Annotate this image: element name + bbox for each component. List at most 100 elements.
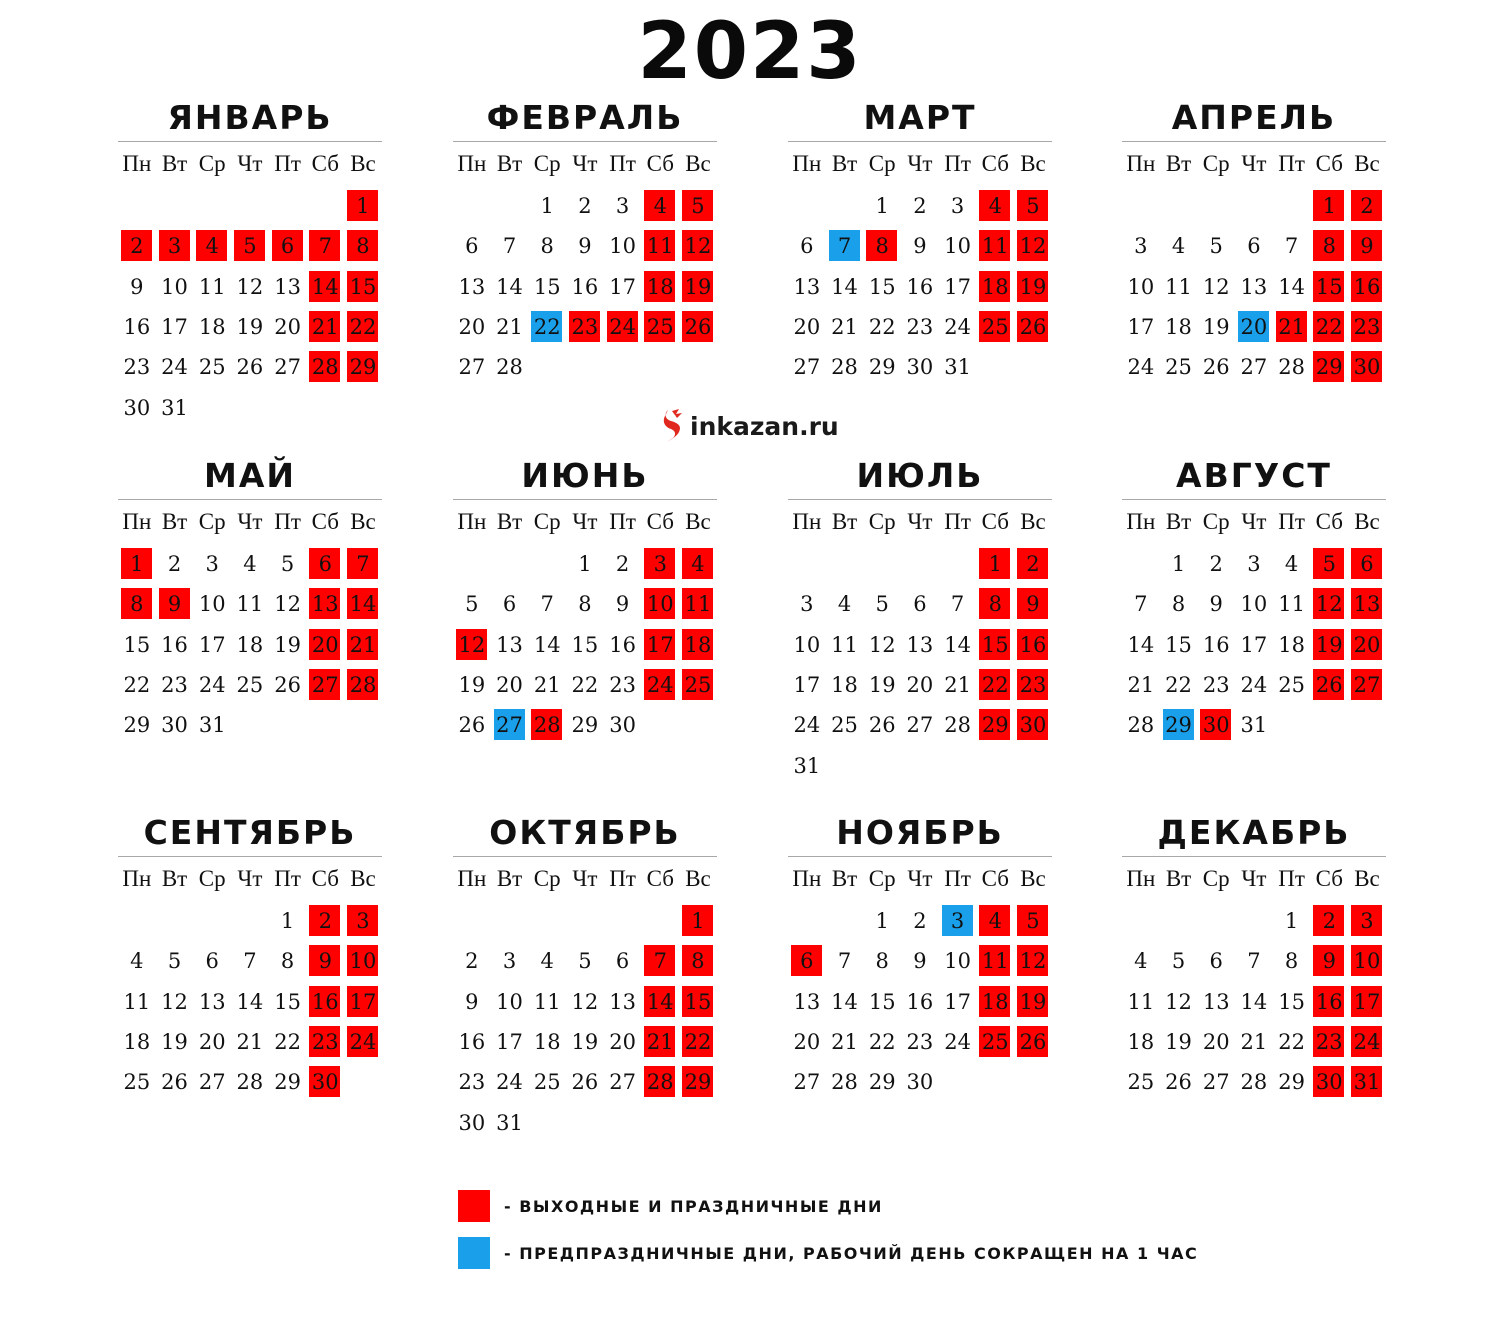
day-cell: 25	[123, 1070, 151, 1095]
day-cell: 21	[1127, 673, 1155, 698]
day-cell-holiday: 28	[344, 665, 382, 705]
weekday-label: Ср	[1202, 866, 1230, 891]
day-cell-holiday: 30	[306, 1062, 344, 1102]
day-cell-holiday: 11	[976, 941, 1014, 981]
day-cell: 16	[458, 1030, 486, 1055]
weekday-label: Вс	[685, 509, 711, 534]
days-grid: 1 2 3 4 5 6 7 8 9 10 11 12 13 14 15 16 17 18 19 20 21 22 23 24 2…	[788, 544, 1052, 786]
day-cell-preholiday: 20	[1235, 307, 1273, 347]
day-cell: 1	[1284, 909, 1299, 934]
day-cell: 1	[280, 909, 295, 934]
day-cell: 13	[458, 274, 486, 299]
weekday-label: Пт	[944, 866, 971, 891]
day-cell: 27	[793, 355, 821, 380]
day-cell-holiday: 5	[1014, 186, 1052, 226]
weekday-label: Чт	[907, 509, 933, 534]
day-cell: 20	[793, 1030, 821, 1055]
month-name: НОЯБРЬ	[836, 813, 1004, 852]
day-cell: 2	[465, 949, 479, 974]
month-name: СЕНТЯБРЬ	[143, 813, 357, 852]
day-cell: 28	[831, 355, 858, 380]
day-cell-holiday: 18	[976, 982, 1014, 1022]
day-cell: 29	[868, 1070, 896, 1095]
day-cell: 6	[1209, 949, 1223, 974]
day-cell-holiday: 18	[679, 625, 717, 665]
day-cell: 24	[1240, 673, 1268, 698]
day-cell: 9	[913, 234, 927, 259]
days-grid: 1 2 3 4 5 6 7 8 9 10 11 12 13 14 15 16 17 18 19 20 21 22 23 24 2…	[1122, 186, 1386, 387]
day-cell: 21	[533, 673, 561, 698]
weekday-label: Сб	[646, 151, 674, 176]
day-cell: 6	[615, 949, 630, 974]
day-cell: 9	[1209, 592, 1223, 617]
day-cell-holiday: 25	[679, 665, 717, 705]
weekday-label: Сб	[311, 509, 339, 534]
day-cell-holiday: 6	[1348, 544, 1386, 584]
day-cell-holiday: 16	[1014, 625, 1052, 665]
day-cell-holiday: 15	[976, 625, 1014, 665]
day-cell-holiday: 15	[679, 982, 717, 1022]
day-cell: 16	[123, 315, 151, 340]
day-cell-holiday: 25	[641, 307, 679, 347]
day-cell: 23	[123, 355, 151, 380]
days-grid: 1 2 3 4 5 6 7 8 9 10 11 12 13 14 15 16 17 18 19 20 21 22 23 24 2…	[118, 544, 382, 745]
weekday-label: Ср	[198, 866, 226, 891]
weekday-header: Пн Вт Ср Чт Пт Сб Вс	[118, 861, 382, 897]
day-cell-holiday: 10	[344, 941, 382, 981]
day-cell: 7	[1284, 234, 1299, 259]
day-cell: 22	[868, 315, 896, 340]
day-cell-holiday: 15	[344, 267, 382, 307]
weekday-label: Сб	[1315, 509, 1343, 534]
day-cell-holiday: 8	[1310, 226, 1348, 266]
weekday-label: Пн	[122, 509, 152, 534]
day-cell: 3	[502, 949, 517, 974]
day-cell: 13	[793, 274, 821, 299]
month-name: ДЕКАБРЬ	[1157, 813, 1351, 852]
day-cell: 21	[1240, 1030, 1268, 1055]
day-cell: 14	[831, 989, 858, 1014]
day-cell: 28	[1127, 713, 1155, 738]
weekday-label: Вс	[685, 866, 711, 891]
day-cell: 4	[1171, 234, 1186, 259]
weekday-label: Вт	[496, 509, 523, 534]
weekday-header: Пн Вт Ср Чт Пт Сб Вс	[788, 861, 1052, 897]
month-divider	[1122, 499, 1386, 500]
month-block: МАРТ Пн Вт Ср Чт Пт Сб Вс 1 2 3 4 5 6 7 8 9 10 11 12 13 14 15 1…	[788, 97, 1052, 387]
day-cell: 16	[906, 274, 934, 299]
weekday-label: Чт	[907, 151, 933, 176]
month-name: МАРТ	[863, 98, 977, 137]
day-cell: 12	[161, 989, 188, 1014]
day-cell: 30	[161, 713, 188, 738]
day-cell-holiday: 13	[1348, 584, 1386, 624]
day-cell: 12	[868, 632, 896, 657]
weekday-label: Ср	[198, 509, 226, 534]
day-cell-holiday: 26	[1014, 1022, 1052, 1062]
weekday-label: Ср	[1202, 509, 1230, 534]
day-cell-holiday: 9	[1348, 226, 1386, 266]
day-cell: 14	[236, 989, 264, 1014]
weekday-label: Сб	[981, 151, 1009, 176]
day-cell: 6	[502, 592, 517, 617]
day-cell: 31	[496, 1110, 523, 1135]
site-logo[interactable]: inkazan.ru	[662, 408, 839, 444]
day-cell-holiday: 17	[344, 982, 382, 1022]
weekday-label: Вт	[161, 866, 188, 891]
month-divider	[453, 141, 717, 142]
day-cell: 29	[123, 713, 151, 738]
day-cell-holiday: 29	[976, 705, 1014, 745]
day-cell: 22	[123, 673, 151, 698]
day-cell: 19	[458, 673, 486, 698]
day-cell: 27	[1202, 1070, 1230, 1095]
day-cell: 18	[533, 1030, 561, 1055]
day-cell: 5	[1209, 234, 1223, 259]
day-cell: 28	[831, 1070, 858, 1095]
weekday-header: Пн Вт Ср Чт Пт Сб Вс	[788, 504, 1052, 540]
day-cell-holiday: 19	[1014, 982, 1052, 1022]
day-cell: 1	[875, 194, 889, 219]
day-cell: 25	[533, 1070, 561, 1095]
day-cell-holiday: 4	[976, 186, 1014, 226]
day-cell: 14	[496, 274, 523, 299]
day-cell-holiday: 18	[641, 267, 679, 307]
day-cell: 14	[1240, 989, 1268, 1014]
days-grid: 1 2 3 4 5 6 7 8 9 10 11 12 13 14 15 16 17 18 19 20 21 22 23 24 2…	[1122, 544, 1386, 745]
